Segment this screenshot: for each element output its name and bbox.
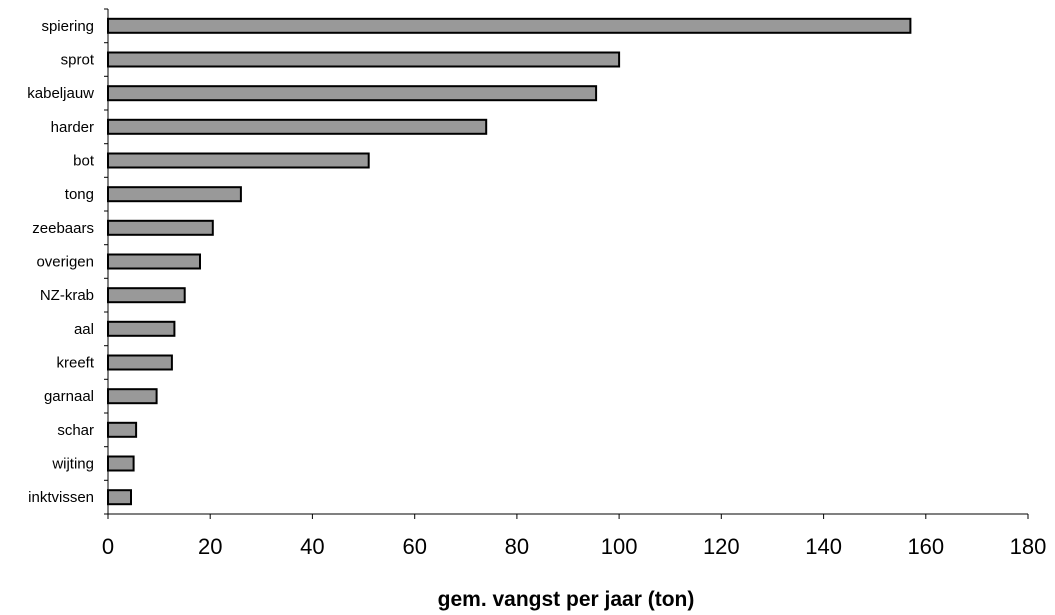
x-tick-label: 120 bbox=[703, 534, 740, 559]
category-label: wijting bbox=[51, 456, 94, 473]
category-label: overigen bbox=[36, 254, 94, 271]
category-label: bot bbox=[73, 153, 95, 170]
bar-spiering bbox=[107, 17, 912, 34]
category-label: harder bbox=[51, 119, 94, 136]
bar-bot bbox=[107, 152, 370, 169]
bar-garnaal bbox=[107, 388, 158, 405]
category-label: sprot bbox=[61, 52, 95, 69]
category-label: kreeft bbox=[56, 355, 94, 372]
bar-wijting bbox=[107, 455, 135, 472]
bar-inktvissen bbox=[107, 489, 132, 506]
category-label: spiering bbox=[41, 18, 94, 35]
category-label: aal bbox=[74, 321, 94, 338]
axes-group bbox=[104, 8, 1029, 519]
category-label: NZ-krab bbox=[40, 287, 94, 304]
bar-harder bbox=[107, 118, 488, 135]
bar-aal bbox=[107, 320, 176, 337]
bar-kreeft bbox=[107, 354, 173, 371]
bar-zeebaars bbox=[107, 219, 214, 236]
category-label: garnaal bbox=[44, 388, 94, 405]
category-label: schar bbox=[57, 422, 94, 439]
x-tick-label: 80 bbox=[505, 534, 529, 559]
bar-tong bbox=[107, 186, 242, 203]
category-label: tong bbox=[65, 186, 94, 203]
x-tick-label: 20 bbox=[198, 534, 222, 559]
category-label: inktvissen bbox=[28, 489, 94, 506]
bar-sprot bbox=[107, 51, 621, 68]
category-label: kabeljauw bbox=[27, 85, 94, 102]
x-tick-label: 0 bbox=[102, 534, 114, 559]
x-tick-label: 180 bbox=[1010, 534, 1047, 559]
x-tick-label: 100 bbox=[601, 534, 638, 559]
bar-kabeljauw bbox=[107, 85, 598, 102]
x-tick-label: 160 bbox=[907, 534, 944, 559]
bars-group bbox=[107, 17, 912, 506]
x-tick-label: 40 bbox=[300, 534, 324, 559]
category-label: zeebaars bbox=[32, 220, 94, 237]
bar-overigen bbox=[107, 253, 201, 270]
labels-group: spiering sprot kabeljauw harder bot tong zeeba… bbox=[27, 18, 1046, 559]
x-axis-title: gem. vangst per jaar (ton) bbox=[438, 588, 695, 611]
x-tick-label: 140 bbox=[805, 534, 842, 559]
bar-nz-krab bbox=[107, 287, 186, 304]
bar-schar bbox=[107, 421, 138, 438]
x-tick-label: 60 bbox=[402, 534, 426, 559]
